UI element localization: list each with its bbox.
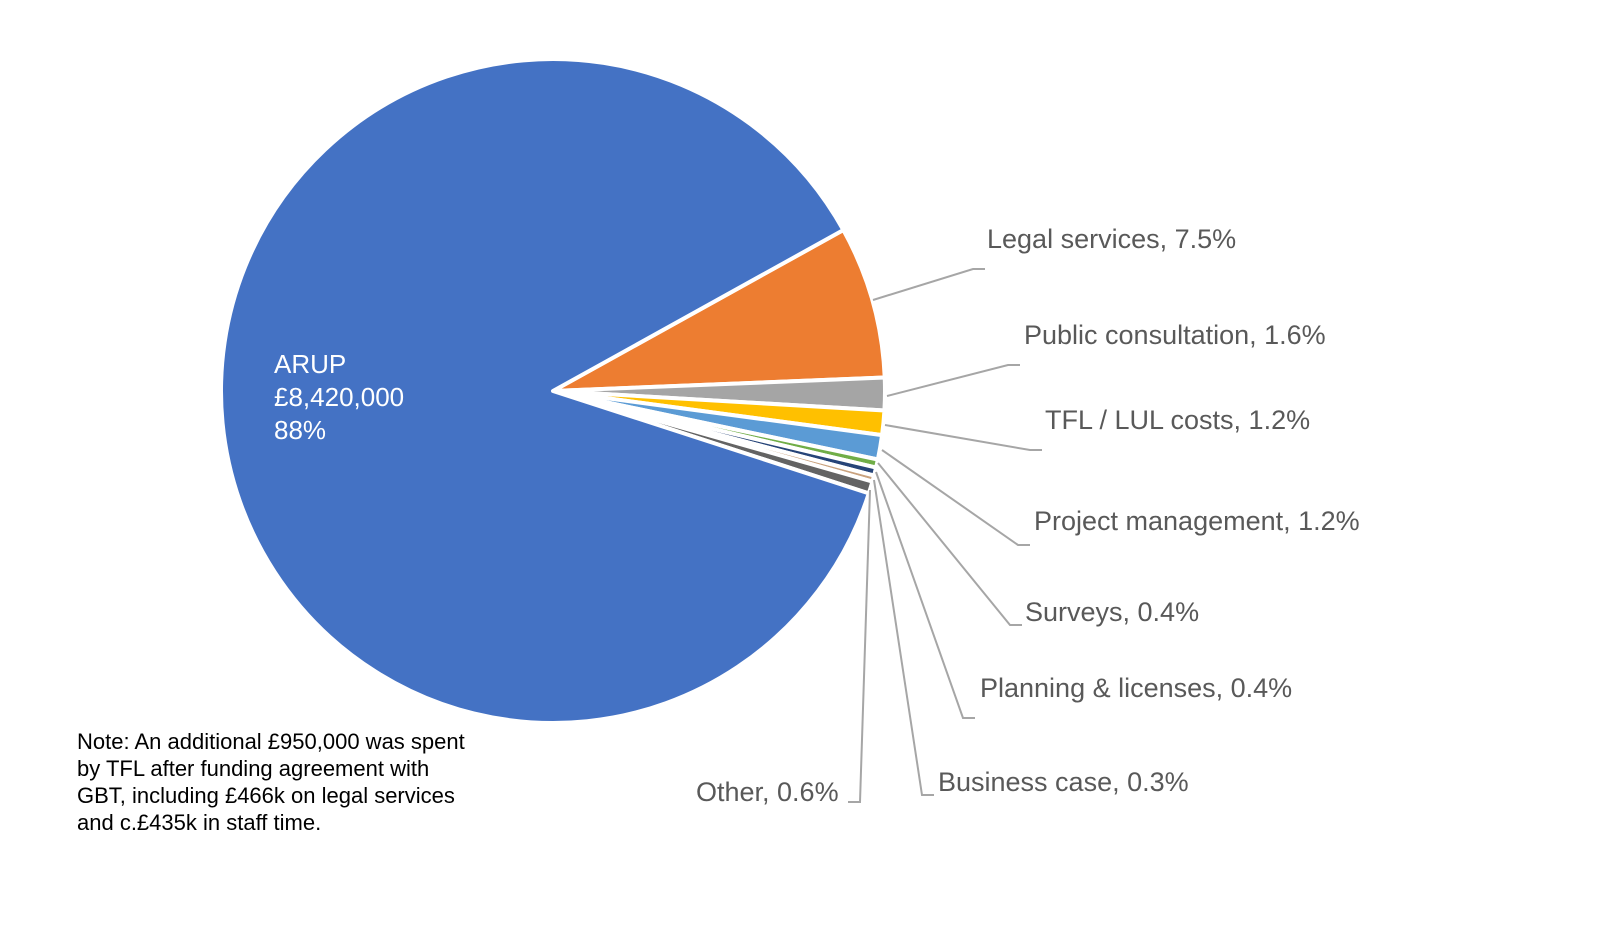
leader-line-business — [873, 479, 934, 796]
leader-line-legal — [872, 268, 985, 301]
arup-amount: £8,420,000 — [274, 382, 405, 412]
label-planning-licenses: Planning & licenses, 0.4% — [980, 673, 1293, 703]
pie-slice-arup — [219, 57, 871, 725]
label-public-consultation: Public consultation, 1.6% — [1024, 320, 1326, 350]
label-other: Other, 0.6% — [696, 777, 839, 807]
leader-line-other — [848, 489, 871, 803]
label-business-case: Business case, 0.3% — [938, 767, 1189, 797]
arup-percent: 88% — [274, 415, 327, 445]
label-legal-services: Legal services, 7.5% — [987, 224, 1237, 254]
label-surveys: Surveys, 0.4% — [1025, 597, 1200, 627]
leader-line-public — [886, 364, 1020, 397]
label-project-management: Project management, 1.2% — [1034, 506, 1360, 536]
leader-line-surveys — [877, 462, 1022, 626]
leader-line-tfl — [884, 424, 1042, 451]
arup-label: ARUP £8,420,000 88% — [274, 348, 404, 447]
label-tfl-lul-costs: TFL / LUL costs, 1.2% — [1045, 405, 1311, 435]
arup-name: ARUP — [274, 349, 347, 379]
leader-lines — [848, 268, 1042, 803]
leader-line-pm — [881, 449, 1030, 546]
leader-line-planning — [875, 471, 975, 719]
pie-slice-legal-services — [551, 228, 887, 393]
note-text: Note: An additional £950,000 was spent b… — [77, 729, 465, 835]
